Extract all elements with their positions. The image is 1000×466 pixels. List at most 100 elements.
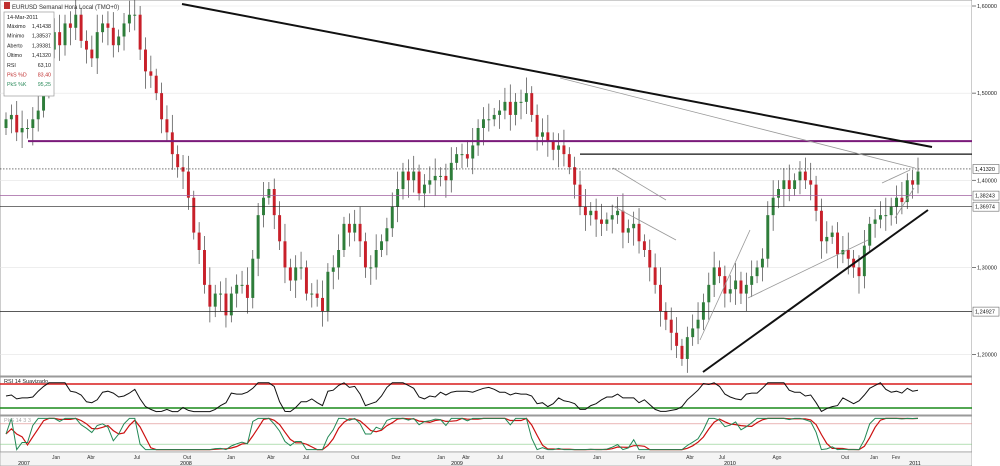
candle-body — [84, 40, 88, 50]
candle-body — [321, 297, 324, 311]
candle-body — [31, 119, 35, 128]
candle-body — [616, 210, 620, 216]
candle-body — [508, 101, 512, 115]
candle-body — [862, 245, 866, 277]
candle-body — [481, 119, 485, 128]
candle-body — [793, 180, 797, 189]
candle-body — [626, 228, 630, 233]
grey-trendline[interactable] — [747, 239, 869, 299]
descending-trendline[interactable] — [181, 3, 933, 148]
month-label: Abr — [267, 455, 275, 461]
candle-body — [294, 267, 298, 281]
year-label: 2008 — [180, 461, 192, 466]
price-tick-label: 1,30000 — [977, 265, 997, 271]
candle-body — [25, 128, 29, 129]
candle-body — [138, 14, 142, 50]
candle-body — [197, 232, 201, 250]
candle-body — [514, 101, 518, 115]
price-label-box — [972, 190, 1000, 201]
candle-body — [487, 119, 491, 121]
month-label: Out — [841, 455, 850, 461]
info-value: 1,39381 — [32, 43, 51, 49]
candle-body — [857, 267, 861, 277]
candle-body — [551, 141, 555, 150]
grey-trendline[interactable] — [699, 229, 751, 341]
month-label: Jul — [497, 455, 503, 461]
candle-body — [278, 215, 282, 242]
candle-body — [229, 293, 233, 316]
candle-body — [546, 132, 550, 142]
stoch-label: PkS 14 3 3 — [4, 418, 31, 424]
candle-body — [192, 197, 196, 233]
candle-body — [181, 167, 185, 172]
candle-body — [476, 128, 480, 146]
candle-body — [133, 14, 137, 16]
candle-body — [718, 267, 721, 277]
candle-body — [251, 258, 255, 298]
price-tick-label: 1,50000 — [977, 91, 997, 97]
candle-body — [4, 119, 8, 128]
candle-body — [390, 206, 394, 229]
grey-trendline[interactable] — [559, 77, 916, 169]
candle-body — [782, 180, 786, 189]
candle-body — [310, 293, 314, 295]
candle-body — [186, 171, 190, 198]
candle-body — [337, 250, 341, 268]
month-label: Jan — [52, 455, 60, 461]
candle-body — [417, 171, 421, 194]
ascending-trendline[interactable] — [702, 209, 929, 373]
candle-body — [707, 284, 711, 303]
candle-body — [492, 114, 496, 120]
candle-body — [642, 241, 646, 250]
month-label: Abr — [462, 455, 470, 461]
price-label: 1,24927 — [975, 310, 995, 316]
candle-body — [15, 114, 19, 133]
candle-body — [884, 215, 888, 217]
price-label-box — [972, 306, 1000, 317]
candle-body — [659, 284, 662, 311]
channel-line[interactable] — [894, 187, 915, 219]
candle-body — [267, 189, 271, 198]
candle-body — [524, 93, 528, 102]
year-label: 2010 — [724, 461, 736, 466]
candle-body — [433, 175, 437, 181]
candle-body — [648, 250, 652, 268]
candle-body — [878, 215, 882, 220]
candle-body — [685, 337, 689, 359]
rsi-line — [5, 382, 919, 413]
candle-body — [170, 132, 174, 155]
time-axis[interactable] — [0, 451, 973, 466]
channel-line[interactable] — [612, 167, 667, 201]
candle-body — [149, 71, 153, 76]
candle-body — [224, 293, 228, 316]
month-label: Abr — [686, 455, 694, 461]
candle-body — [734, 280, 738, 290]
candle-body — [895, 197, 899, 207]
candle-body — [653, 267, 657, 285]
candle-body — [422, 184, 426, 194]
stochastic-panel[interactable] — [0, 415, 973, 453]
candle-body — [245, 284, 249, 298]
candle-body — [605, 219, 609, 224]
channel-line[interactable] — [612, 205, 677, 241]
candle-body — [74, 14, 78, 28]
candle-body — [117, 36, 121, 46]
month-label: Out — [183, 455, 192, 461]
candle-body — [873, 219, 877, 224]
candle-body — [755, 267, 759, 277]
candle-body — [868, 223, 872, 246]
candle-body — [127, 14, 131, 24]
candle-body — [846, 250, 850, 259]
channel-line[interactable] — [881, 169, 911, 184]
candle-body — [42, 84, 46, 111]
candle-body — [471, 145, 475, 159]
symbol-icon — [4, 2, 10, 9]
candle-body — [836, 232, 840, 255]
candle-body — [728, 289, 732, 294]
candle-body — [20, 128, 24, 133]
candle-body — [889, 206, 893, 216]
info-value: 95,25 — [38, 82, 51, 88]
candle-body — [701, 302, 705, 320]
candle-body — [455, 154, 459, 163]
